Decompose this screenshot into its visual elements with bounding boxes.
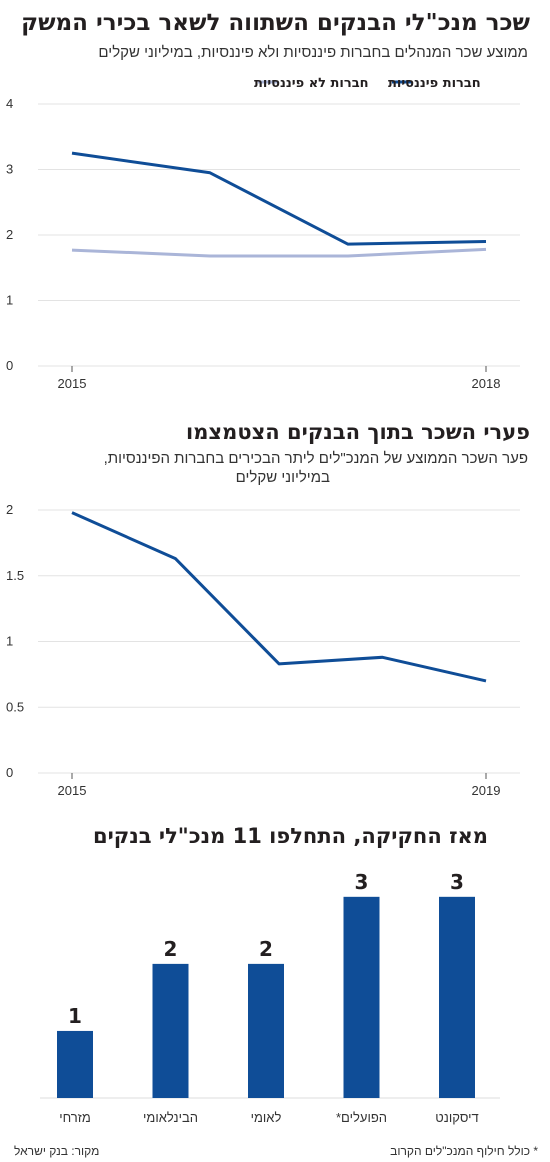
chart3-bars: 1 מזרחי 2 הבינלאומי 2 לאומי 3 הפועלים* 3 דיסקונט <box>57 870 479 1125</box>
chart1-subtitle: ממוצע שכר המנהלים בחברות פיננסיות ולא פי… <box>98 44 528 61</box>
chart1-xtick-label: 2015 <box>58 376 87 391</box>
chart2-ytick-label: 0 <box>6 765 13 780</box>
legend-financial-label: חברות פיננסיות <box>388 76 481 91</box>
chart2-subtitle-line2: במיליוני שקלים <box>235 469 330 486</box>
chart1-legend: חברות פיננסיות חברות לא פיננסיות <box>254 76 481 91</box>
chart1-xticks: 2015 2018 <box>58 366 501 391</box>
chart1-ytick-label: 3 <box>6 162 13 177</box>
chart2-ytick-label: 1.5 <box>6 568 24 583</box>
chart3-bar-value: 2 <box>164 937 178 961</box>
chart2-subtitle-line1: פער השכר הממוצע של המנכ"לים ליתר הבכירים… <box>103 450 528 467</box>
chart1-grid <box>38 103 520 367</box>
chart1-ytick-label: 0 <box>6 358 13 373</box>
chart3-category-label: דיסקונט <box>435 1110 478 1125</box>
chart2-xticks: 2015 2019 <box>58 773 501 798</box>
chart1-lines <box>71 151 487 258</box>
chart1-ytick-label: 2 <box>6 227 13 242</box>
chart1-svg: חברות פיננסיות חברות לא פיננסיות 0 1 2 3 4 2… <box>6 76 520 391</box>
chart2-xtick-label: 2015 <box>58 783 87 798</box>
chart3-category-label: הבינלאומי <box>143 1110 198 1125</box>
chart3-bar <box>343 896 380 1098</box>
chart2-lines <box>71 511 487 683</box>
footer-note: * כולל חילוף המנכ"לים הקרוב <box>390 1144 538 1158</box>
chart3-bar-value: 1 <box>68 1004 82 1028</box>
chart3-category-label: הפועלים* <box>336 1110 387 1125</box>
chart1-series-line-1 <box>71 247 487 258</box>
chart3-bar-value: 3 <box>450 870 464 894</box>
chart2-grid <box>38 509 520 774</box>
legend-non-financial-label: חברות לא פיננסיות <box>254 76 369 91</box>
footer-source: מקור: בנק ישראל <box>14 1144 100 1158</box>
chart1-title: שכר מנכ"לי הבנקים השתווה לשאר בכירי המשק <box>21 10 530 36</box>
chart3-bar <box>248 963 284 1098</box>
chart2-xtick-label: 2019 <box>472 783 501 798</box>
chart1-ytick-label: 1 <box>6 293 13 308</box>
chart2-ytick-label: 2 <box>6 502 13 517</box>
chart1-series-line-0 <box>71 151 487 246</box>
chart3-bar-value: 3 <box>355 870 369 894</box>
chart2-svg: 0 0.5 1 1.5 2 2015 2019 <box>6 502 520 798</box>
chart3-bar <box>152 963 189 1098</box>
chart1-yticks: 0 1 2 3 4 <box>6 96 13 373</box>
chart3-category-label: לאומי <box>251 1110 282 1125</box>
chart1-ytick-label: 4 <box>6 96 13 111</box>
chart2-ytick-label: 1 <box>6 634 13 649</box>
chart2-series-line-0 <box>71 511 487 683</box>
chart2-ytick-label: 0.5 <box>6 699 24 714</box>
chart2-title: פערי השכר בתוך הבנקים הצטמצמו <box>186 420 530 444</box>
chart1-xtick-label: 2018 <box>472 376 501 391</box>
chart3-bar <box>57 1030 93 1098</box>
chart3-bar <box>439 896 475 1098</box>
chart2-yticks: 0 0.5 1 1.5 2 <box>6 502 24 780</box>
chart3-title: מאז החקיקה, התחלפו 11 מנכ"לי בנקים <box>92 824 488 848</box>
chart3-bar-value: 2 <box>259 937 273 961</box>
chart3-category-label: מזרחי <box>59 1110 91 1125</box>
